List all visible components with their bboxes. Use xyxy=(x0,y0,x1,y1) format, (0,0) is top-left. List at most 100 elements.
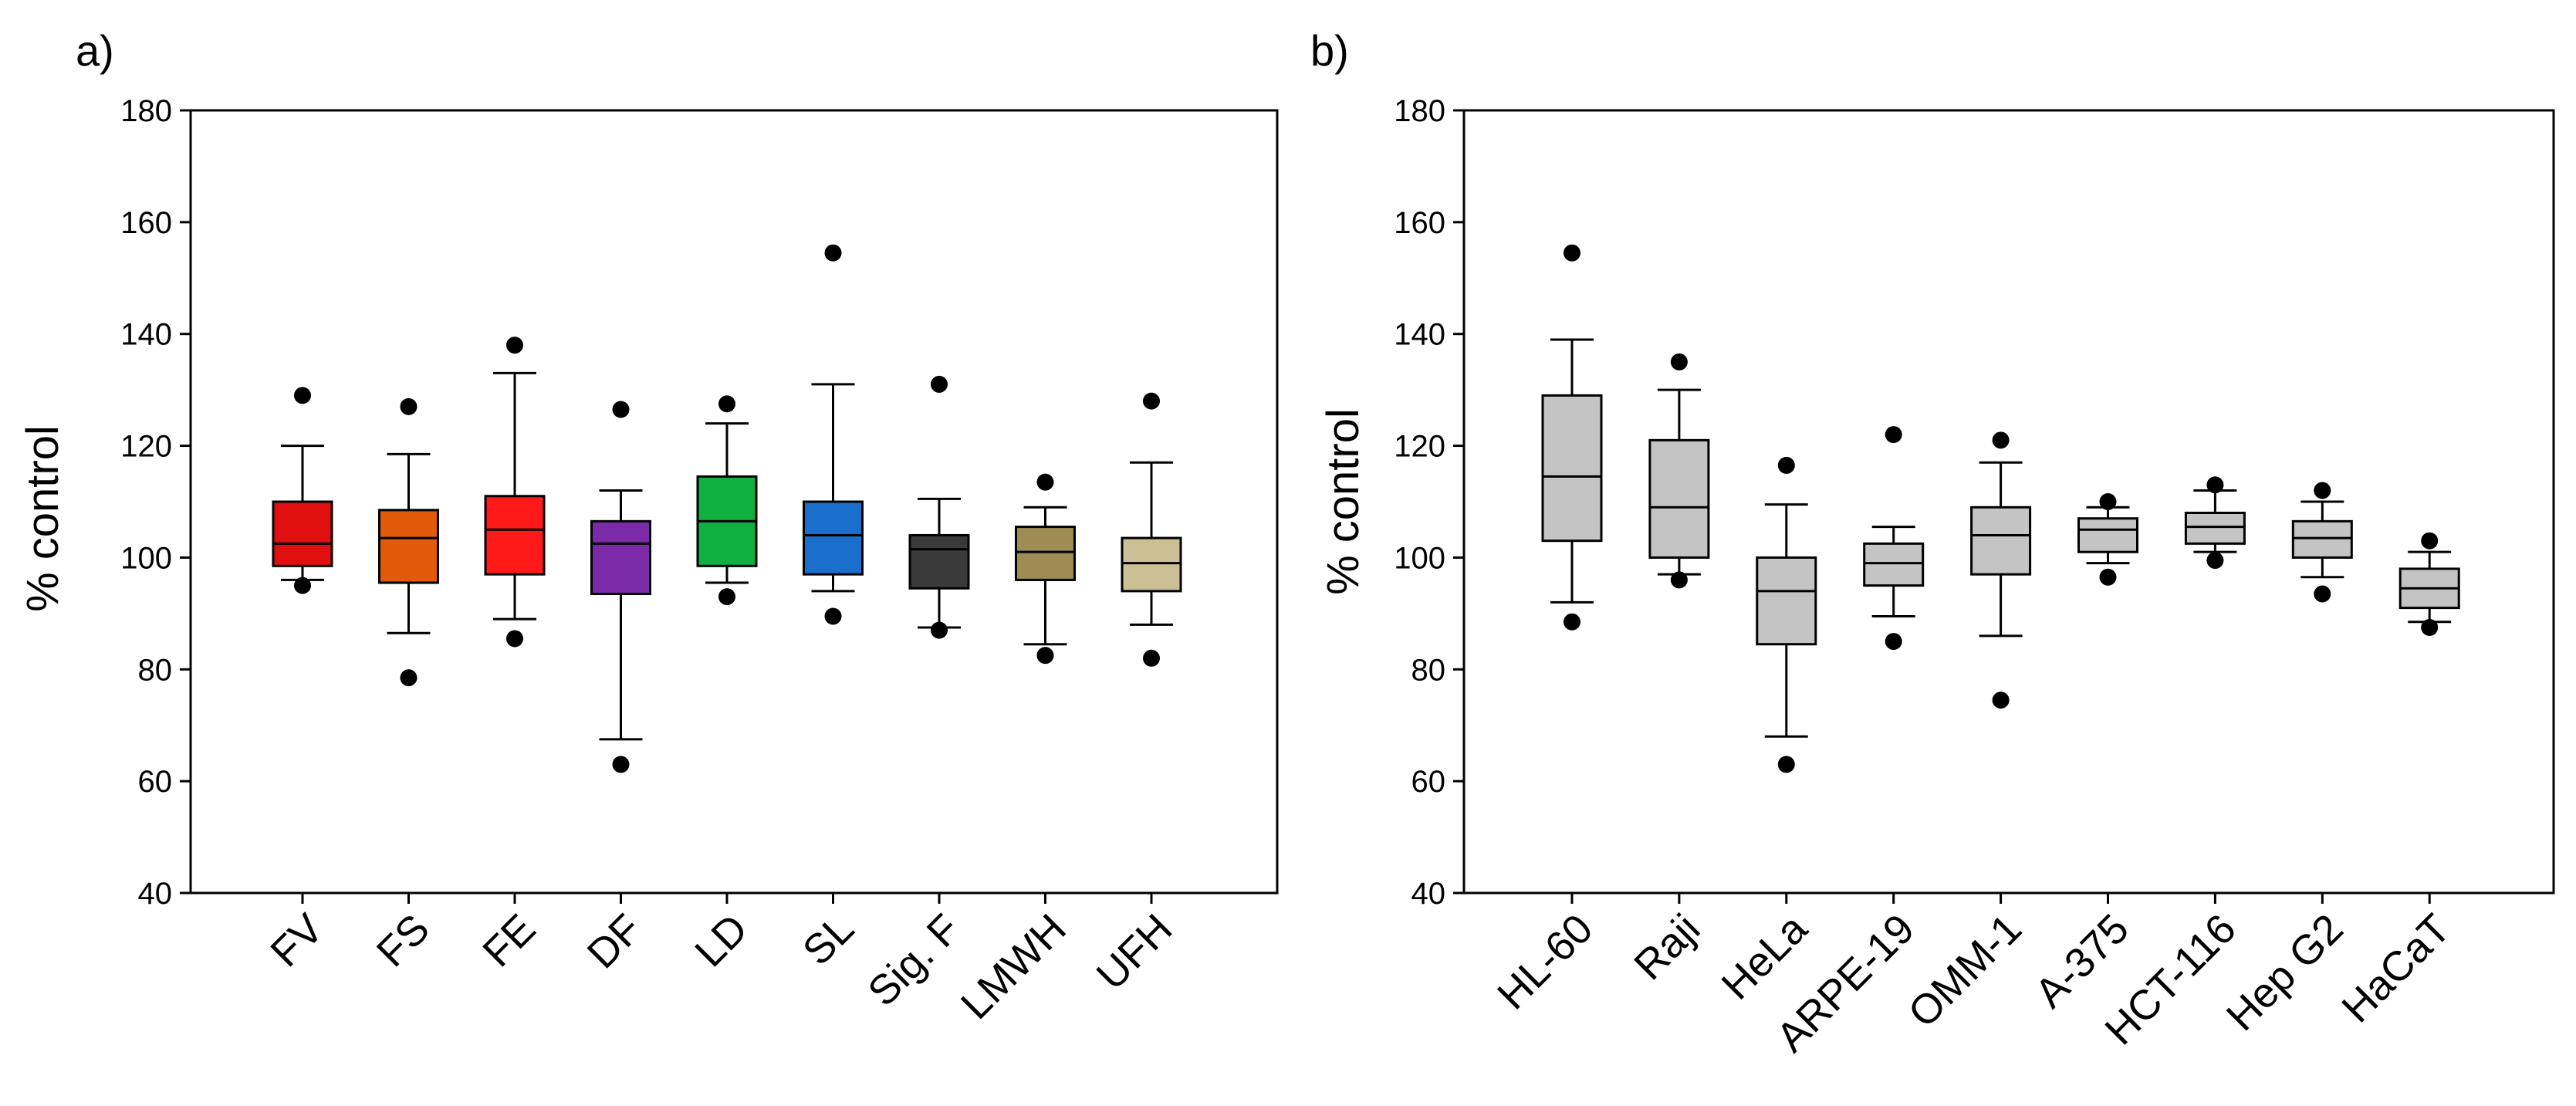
iqr-box xyxy=(908,533,970,590)
category-label: LD xyxy=(686,905,756,976)
y-tick-label: 160 xyxy=(1394,206,1445,240)
outlier-point xyxy=(931,375,948,393)
outlier-point xyxy=(612,756,630,773)
outlier-point xyxy=(400,669,418,687)
panel-a-y-axis-title: % control xyxy=(18,425,68,612)
box-hl-60 xyxy=(1541,244,1603,631)
panel-a-boxes xyxy=(272,244,1182,773)
outlier-point xyxy=(2099,493,2117,510)
outlier-point xyxy=(2206,552,2224,570)
panel-b-y-ticks: 40 60 80 100 120 140 160 180 xyxy=(1394,94,1464,911)
outlier-point xyxy=(1885,426,1902,444)
panel-b-y-axis-title: % control xyxy=(1318,408,1368,595)
iqr-box xyxy=(1863,542,1925,587)
category-label: SL xyxy=(794,905,863,974)
iqr-box xyxy=(1121,536,1182,593)
outlier-point xyxy=(2314,585,2331,603)
category-label: HaCaT xyxy=(2333,905,2459,1031)
panel-a-y-ticks: 40 60 80 100 120 140 160 180 xyxy=(120,94,191,911)
outlier-point xyxy=(1885,633,1902,651)
iqr-box xyxy=(272,500,333,567)
outlier-point xyxy=(1992,431,2010,449)
outlier-point xyxy=(1564,613,1580,631)
box-lmwh xyxy=(1015,473,1076,665)
outlier-point xyxy=(1992,692,2010,709)
category-label: Raji xyxy=(1625,905,1709,989)
y-tick-label: 100 xyxy=(1394,541,1445,575)
panel-b-boxes xyxy=(1541,244,2460,773)
panel-b-plot-frame xyxy=(1462,109,2555,895)
y-tick-label: 40 xyxy=(138,877,173,911)
box-ld xyxy=(696,395,758,606)
y-tick-label: 60 xyxy=(1411,765,1446,799)
panel-b: b) % control 40 60 80 100 120 140 160 180 HL-60… xyxy=(1310,26,2555,1061)
outlier-point xyxy=(1670,571,1688,589)
category-label: OMM-1 xyxy=(1899,905,2030,1037)
panel-b-label: b) xyxy=(1310,26,1349,75)
outlier-point xyxy=(294,577,311,594)
outlier-point xyxy=(824,607,842,625)
category-label: Hep G2 xyxy=(2218,905,2352,1040)
box-hep-g2 xyxy=(2291,482,2353,603)
outlier-point xyxy=(1036,473,1054,491)
iqr-box xyxy=(590,519,651,596)
category-label: Sig. F xyxy=(859,905,969,1015)
iqr-box xyxy=(803,500,864,576)
y-tick-label: 120 xyxy=(1394,430,1445,464)
outlier-point xyxy=(1670,353,1688,370)
panel-a-plot-frame xyxy=(189,109,1279,895)
box-arpe-19 xyxy=(1863,426,1925,651)
outlier-point xyxy=(1777,456,1795,474)
category-label: HeLa xyxy=(1713,905,1817,1008)
y-tick-label: 80 xyxy=(1411,653,1446,687)
outlier-point xyxy=(1564,244,1580,262)
outlier-point xyxy=(2314,482,2331,499)
iqr-box xyxy=(1541,394,1603,543)
y-tick-label: 160 xyxy=(120,206,172,240)
box-hct-116 xyxy=(2184,476,2246,570)
box-a-375 xyxy=(2077,493,2138,586)
category-label: DF xyxy=(579,905,651,977)
outlier-point xyxy=(294,387,311,404)
iqr-box xyxy=(1648,438,1710,559)
outlier-point xyxy=(718,588,735,606)
category-label: HL-60 xyxy=(1489,905,1601,1018)
box-fv xyxy=(272,387,333,594)
y-tick-label: 80 xyxy=(138,653,173,687)
y-tick-label: 120 xyxy=(120,430,172,464)
category-label: FV xyxy=(262,905,332,976)
iqr-box xyxy=(2184,511,2246,545)
category-label: LMWH xyxy=(952,905,1075,1028)
box-fs xyxy=(378,397,439,687)
outlier-point xyxy=(400,397,418,415)
panel-a-label: a) xyxy=(76,26,114,75)
iqr-box xyxy=(1970,506,2032,576)
iqr-box xyxy=(1756,556,1817,646)
box-hela xyxy=(1756,456,1817,773)
outlier-point xyxy=(1777,756,1795,773)
box-sig-f xyxy=(908,375,970,639)
box-df xyxy=(590,401,651,773)
box-ufh xyxy=(1121,392,1182,667)
outlier-point xyxy=(612,401,630,418)
outlier-point xyxy=(506,337,523,354)
y-tick-label: 140 xyxy=(120,318,172,352)
iqr-box xyxy=(484,495,546,576)
y-tick-label: 60 xyxy=(138,765,173,799)
category-label: UFH xyxy=(1088,905,1182,999)
box-sl xyxy=(803,244,864,625)
iqr-box xyxy=(2077,517,2138,553)
outlier-point xyxy=(506,630,523,648)
box-raji xyxy=(1648,353,1710,589)
box-fe xyxy=(484,337,546,648)
outlier-point xyxy=(2421,532,2439,550)
category-label: FS xyxy=(368,905,438,976)
outlier-point xyxy=(1143,649,1160,667)
y-tick-label: 180 xyxy=(120,94,172,128)
outlier-point xyxy=(931,621,948,639)
box-omm-1 xyxy=(1970,431,2032,709)
y-tick-label: 100 xyxy=(120,541,172,575)
outlier-point xyxy=(2099,568,2117,586)
